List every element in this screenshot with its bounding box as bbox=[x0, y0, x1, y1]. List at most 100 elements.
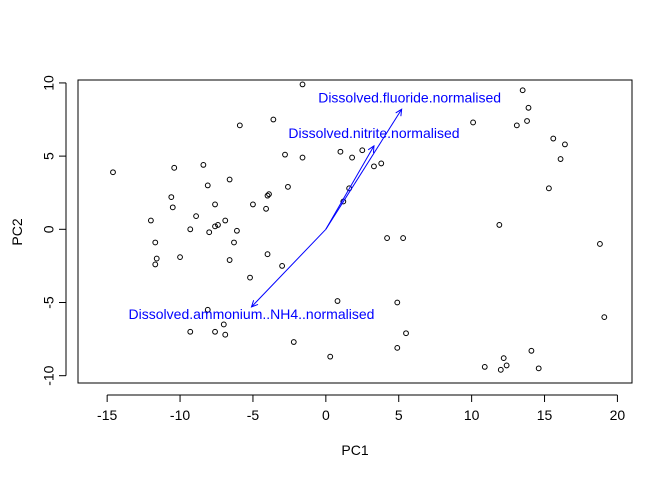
data-point bbox=[215, 222, 221, 228]
loading-arrow-line bbox=[325, 145, 375, 230]
loading-arrow-label: Dissolved.ammonium..NH4..normalised bbox=[129, 306, 375, 322]
data-point bbox=[147, 217, 154, 224]
data-point bbox=[337, 148, 344, 155]
data-point bbox=[231, 239, 237, 246]
data-point bbox=[204, 306, 211, 313]
data-point bbox=[263, 205, 269, 212]
data-point bbox=[299, 81, 306, 88]
x-tick-label: -15 bbox=[97, 407, 117, 423]
x-tick-label: 0 bbox=[322, 407, 330, 423]
x-axis: -15 -10 -5 0 5 10 15 20 bbox=[97, 394, 626, 423]
y-tick-label: -10 bbox=[41, 365, 57, 385]
data-point bbox=[168, 194, 175, 201]
loading-arrow-head bbox=[395, 108, 403, 117]
data-point bbox=[270, 116, 277, 123]
y-tick-label: -5 bbox=[41, 296, 57, 309]
x-tick-label: 20 bbox=[610, 407, 626, 423]
loading-arrows: Dissolved.fluoride.normalised Dissolved.n… bbox=[129, 89, 502, 322]
data-point bbox=[222, 217, 229, 224]
data-point bbox=[546, 185, 552, 192]
data-point bbox=[193, 213, 199, 220]
data-point bbox=[394, 344, 401, 351]
loading-arrow-line bbox=[325, 109, 403, 230]
x-tick-label: -10 bbox=[170, 407, 190, 423]
data-point bbox=[222, 331, 229, 338]
data-point bbox=[519, 87, 526, 94]
data-point bbox=[212, 201, 218, 208]
data-point bbox=[226, 257, 233, 263]
y-axis: -10 -5 0 5 10 bbox=[41, 75, 67, 386]
data-point bbox=[557, 156, 564, 162]
data-points bbox=[110, 81, 608, 373]
data-point bbox=[601, 314, 608, 321]
y-tick-label: 5 bbox=[41, 152, 57, 160]
data-point bbox=[384, 235, 390, 241]
data-point bbox=[597, 241, 603, 247]
data-point bbox=[528, 347, 535, 354]
x-tick-label: 10 bbox=[464, 407, 480, 423]
data-point bbox=[500, 355, 507, 362]
data-point bbox=[220, 321, 227, 328]
data-point bbox=[152, 261, 159, 268]
data-point bbox=[503, 362, 510, 369]
data-point bbox=[394, 299, 401, 306]
data-point bbox=[327, 353, 334, 360]
data-point bbox=[470, 119, 476, 126]
data-point bbox=[285, 183, 291, 190]
data-point bbox=[290, 339, 297, 345]
loading-arrow-head bbox=[367, 144, 375, 153]
data-point bbox=[177, 254, 183, 261]
plot-frame bbox=[77, 79, 633, 384]
data-point bbox=[513, 122, 520, 129]
data-point bbox=[234, 227, 240, 234]
data-point bbox=[212, 328, 218, 335]
data-point bbox=[110, 169, 116, 176]
x-axis-title: PC1 bbox=[341, 442, 368, 458]
data-point bbox=[171, 164, 178, 171]
data-point bbox=[334, 298, 341, 304]
data-point bbox=[550, 135, 557, 142]
data-point bbox=[250, 201, 256, 208]
data-point bbox=[169, 204, 176, 211]
data-point bbox=[496, 222, 503, 228]
data-point bbox=[187, 226, 194, 233]
loading-arrow-line bbox=[251, 228, 327, 308]
data-point bbox=[481, 363, 488, 370]
data-point bbox=[371, 163, 377, 170]
data-point bbox=[359, 147, 366, 154]
data-point bbox=[226, 176, 233, 183]
data-point bbox=[525, 104, 532, 111]
loading-arrow-head bbox=[250, 300, 259, 308]
data-point bbox=[400, 235, 407, 241]
data-point bbox=[152, 239, 159, 246]
y-tick-label: 0 bbox=[41, 225, 57, 233]
data-point bbox=[187, 328, 194, 335]
data-point bbox=[497, 366, 504, 373]
data-point bbox=[204, 182, 211, 189]
data-point bbox=[212, 223, 218, 230]
loading-arrow-label: Dissolved.fluoride.normalised bbox=[318, 89, 501, 105]
x-tick-label: -5 bbox=[247, 407, 260, 423]
data-point bbox=[562, 141, 568, 148]
data-point bbox=[349, 154, 355, 161]
y-axis-title: PC2 bbox=[9, 218, 25, 245]
data-point bbox=[299, 154, 306, 161]
loading-arrow-label: Dissolved.nitrite.normalised bbox=[288, 125, 459, 141]
data-point bbox=[378, 160, 385, 167]
y-tick-label: 10 bbox=[41, 75, 57, 91]
data-point bbox=[535, 365, 542, 372]
data-point bbox=[524, 118, 530, 124]
data-point bbox=[236, 122, 243, 129]
data-point bbox=[200, 161, 207, 168]
data-point bbox=[264, 192, 271, 199]
data-point bbox=[264, 251, 271, 258]
data-point bbox=[153, 255, 160, 262]
data-point bbox=[206, 229, 213, 236]
x-tick-label: 5 bbox=[395, 407, 403, 423]
data-point bbox=[403, 330, 409, 337]
data-point bbox=[266, 191, 272, 198]
data-point bbox=[282, 151, 288, 158]
data-point bbox=[247, 274, 253, 281]
data-point bbox=[279, 262, 286, 269]
